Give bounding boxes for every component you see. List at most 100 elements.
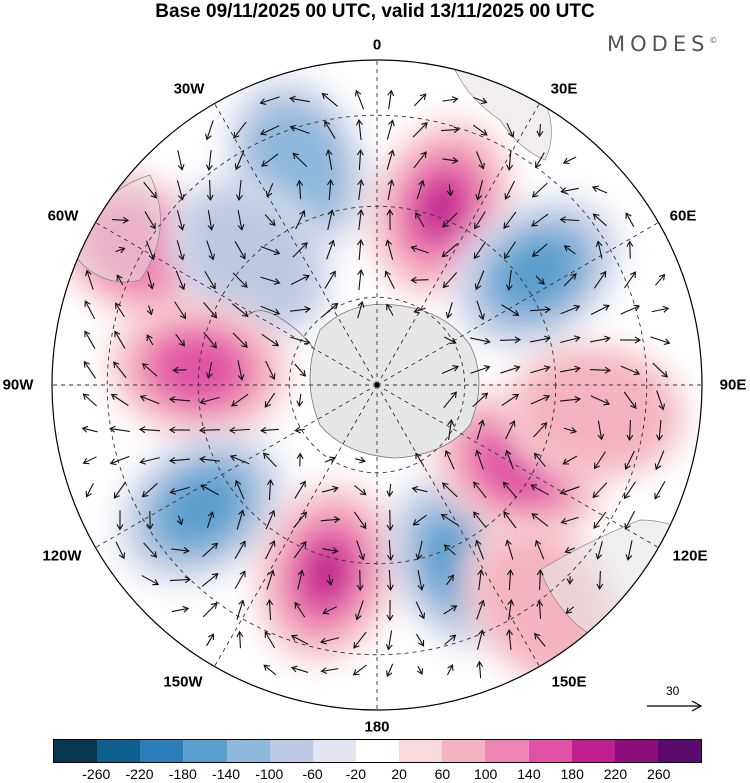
wind-arrow xyxy=(259,125,280,136)
wind-arrow xyxy=(656,419,663,442)
wind-arrow xyxy=(290,665,309,673)
wind-arrow xyxy=(473,241,487,260)
wind-arrow xyxy=(326,239,336,260)
wind-arrow xyxy=(84,300,96,320)
wind-arrow xyxy=(443,605,458,615)
wind-arrow xyxy=(176,180,185,201)
colorbar-swatch xyxy=(226,740,270,762)
wind-arrow xyxy=(476,660,484,679)
wind-arrow xyxy=(235,180,243,202)
wind-arrow xyxy=(326,575,334,586)
lon-label-60e: 60E xyxy=(669,207,697,225)
lon-label-120e: 120E xyxy=(672,547,708,565)
wind-arrow xyxy=(357,300,365,319)
wind-arrow xyxy=(384,270,395,289)
wind-arrow xyxy=(321,92,338,107)
wind-arrow xyxy=(234,479,245,500)
wind-arrow xyxy=(203,302,218,319)
colorbar-swatch xyxy=(485,740,529,762)
wind-arrow xyxy=(206,179,214,202)
lon-label-150w: 150W xyxy=(163,673,203,691)
wind-arrow xyxy=(289,124,310,134)
wind-arrow xyxy=(264,214,276,227)
wind-arrow xyxy=(355,600,364,621)
meridian-line xyxy=(376,103,540,386)
wind-arrow xyxy=(415,211,425,228)
wind-arrow xyxy=(623,481,636,500)
colorbar-tick-label: -260 xyxy=(82,766,111,782)
wind-arrow xyxy=(502,481,517,498)
wind-arrow xyxy=(207,210,215,231)
wind-arrow xyxy=(413,307,426,314)
wind-arrow xyxy=(290,634,309,645)
wind-arrow xyxy=(590,304,610,316)
wind-arrow xyxy=(506,150,514,171)
wind-arrow xyxy=(326,178,334,201)
wind-arrow xyxy=(294,480,306,499)
wind-arrow xyxy=(624,271,637,289)
wind-arrow xyxy=(623,391,637,409)
wind-arrow xyxy=(324,120,336,139)
wind-arrow xyxy=(324,456,337,463)
wind-arrow xyxy=(534,632,546,647)
wind-arrow xyxy=(352,664,367,676)
latitude-circle xyxy=(106,114,648,656)
wind-arrow xyxy=(206,633,215,647)
meridian-line xyxy=(376,384,540,667)
colorbar-tick-label: -220 xyxy=(125,766,154,782)
wind-arrow xyxy=(474,539,484,560)
wind-arrow xyxy=(143,542,158,558)
wind-arrow xyxy=(565,606,575,614)
wind-arrow xyxy=(176,210,185,231)
wind-arrow xyxy=(206,240,215,261)
wind-arrow xyxy=(560,304,581,315)
wind-arrow xyxy=(327,209,335,230)
wind-arrow xyxy=(470,337,491,345)
wind-arrow xyxy=(476,599,486,620)
wind-arrow xyxy=(205,120,214,141)
brand-mark: © xyxy=(709,36,718,45)
wind-arrow xyxy=(141,363,158,377)
wind-arrow xyxy=(171,547,190,554)
wind-arrow xyxy=(531,513,549,527)
wind-arrow xyxy=(559,395,582,403)
wind-arrow xyxy=(357,209,365,230)
wind-arrow xyxy=(411,485,428,493)
meridian-line xyxy=(214,103,378,386)
lon-label-30w: 30W xyxy=(173,80,205,98)
wind-arrow xyxy=(536,600,544,619)
wind-arrow xyxy=(589,366,612,374)
reference-vector-label: 30 xyxy=(666,684,680,698)
wind-arrow xyxy=(625,540,633,561)
colorbar-swatch xyxy=(399,740,443,762)
wind-arrow xyxy=(505,270,513,291)
wind-arrow xyxy=(442,212,458,228)
wind-arrow xyxy=(386,569,394,592)
meridian-line xyxy=(376,384,659,548)
wind-arrow xyxy=(232,272,248,288)
wind-arrow xyxy=(296,393,304,407)
wind-arrow xyxy=(322,606,337,615)
wind-arrow xyxy=(530,394,551,405)
wind-arrow xyxy=(115,246,126,254)
wind-arrow xyxy=(505,420,516,440)
wind-arrow xyxy=(292,152,308,167)
wind-arrow xyxy=(559,486,580,496)
wind-arrow xyxy=(236,509,245,530)
wind-arrow xyxy=(354,89,365,110)
wind-arrow xyxy=(504,449,514,470)
wind-arrow xyxy=(319,637,340,645)
wind-arrow xyxy=(476,419,485,440)
wind-arrow xyxy=(563,245,576,255)
wind-arrow xyxy=(259,96,280,105)
colorbar-swatch xyxy=(355,740,400,762)
meridian-line xyxy=(95,222,378,386)
wind-arrow xyxy=(168,426,191,434)
wind-arrow xyxy=(353,511,367,530)
wind-arrow xyxy=(416,665,423,675)
wind-arrow xyxy=(296,452,304,467)
wind-arrow xyxy=(320,667,339,675)
wind-arrow xyxy=(233,121,247,139)
colorbar-tick-label: 20 xyxy=(391,766,407,782)
wind-arrow xyxy=(109,455,130,466)
